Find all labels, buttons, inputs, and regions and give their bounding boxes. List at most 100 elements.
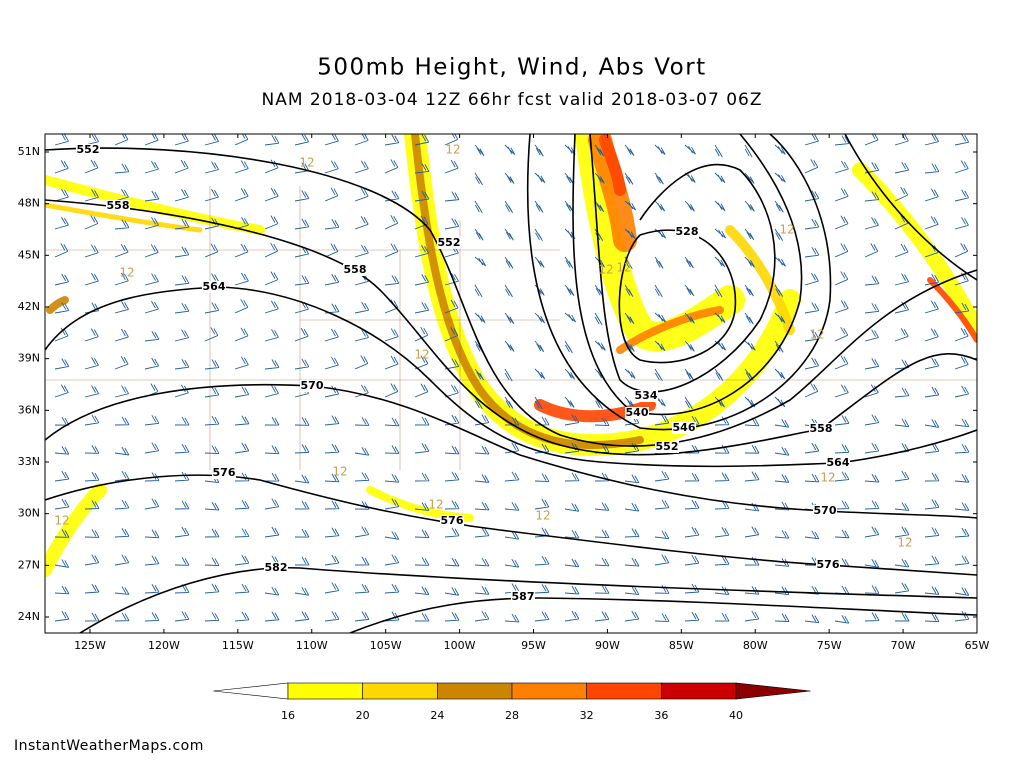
wind-barb (114, 219, 130, 230)
wind-barb (414, 273, 430, 286)
wind-barb (714, 284, 723, 298)
wind-barb (834, 188, 849, 202)
lat-label: 42N (18, 300, 40, 313)
contour-label: 587 (512, 590, 535, 603)
wind-barb (894, 470, 910, 482)
wind-barb (444, 414, 460, 426)
wind-barb (834, 326, 849, 342)
vorticity-label: 12 (535, 509, 550, 523)
wind-barb (894, 502, 910, 511)
wind-barb (954, 443, 970, 454)
wind-barb (264, 445, 280, 455)
wind-barb (234, 134, 249, 146)
wind-barb (954, 502, 970, 511)
wind-barb (654, 613, 670, 622)
wind-barb (744, 228, 755, 241)
wind-barb (744, 144, 753, 158)
vorticity-label: 12 (820, 471, 835, 485)
wind-barb (234, 188, 249, 202)
wind-barb (954, 160, 969, 174)
wind-barb (804, 190, 820, 202)
wind-barb (744, 256, 755, 268)
wind-barb (444, 159, 459, 174)
lon-label: 125W (74, 639, 106, 652)
wind-barb (294, 444, 310, 454)
wind-barb (534, 256, 545, 268)
wind-barb (684, 611, 700, 622)
wind-barb (264, 385, 279, 398)
wind-barb (654, 554, 670, 566)
wind-barb (354, 301, 370, 314)
wind-barb (84, 159, 99, 174)
vorticity-shading (575, 134, 745, 352)
wind-barb (954, 356, 969, 370)
wind-barb (744, 200, 755, 212)
wind-barb (354, 417, 370, 426)
wind-barb (84, 357, 99, 370)
wind-barb (54, 446, 70, 455)
wind-barb (864, 191, 880, 202)
contour-label-bg (675, 226, 699, 238)
wind-barb (834, 415, 850, 426)
wind-barb (954, 189, 970, 202)
wind-barb (54, 585, 70, 595)
wind-barb (714, 368, 724, 381)
wind-barb (264, 472, 280, 482)
wind-barb (324, 554, 340, 566)
wind-barb (414, 586, 430, 596)
wind-barb (444, 557, 460, 567)
wind-barb (354, 216, 369, 230)
wind-barb (624, 586, 640, 595)
wind-barb (294, 162, 310, 174)
wind-barb (684, 554, 700, 566)
wind-barb (204, 415, 220, 426)
wind-barb (624, 557, 640, 567)
wind-barb (654, 144, 666, 155)
wind-barb (804, 357, 820, 370)
vorticity-label: 12 (779, 223, 794, 237)
wind-barb (954, 327, 969, 342)
wind-barb (654, 284, 663, 298)
wind-barb (504, 558, 520, 568)
wind-barb (534, 228, 543, 242)
wind-barb (534, 473, 550, 483)
wind-barb (624, 144, 635, 156)
wind-barb (924, 163, 940, 174)
lon-label: 85W (669, 639, 694, 652)
wind-barb (474, 312, 486, 324)
wind-barb (174, 471, 190, 482)
wind-barb (84, 414, 100, 426)
wind-barb (294, 556, 310, 566)
wind-barb (324, 160, 339, 174)
wind-barb (774, 446, 790, 456)
wind-barb (774, 284, 784, 297)
lon-label: 80W (743, 639, 768, 652)
wind-barb (684, 368, 694, 381)
wind-barb (834, 135, 850, 146)
contour-label-bg (440, 515, 464, 527)
wind-barb (894, 418, 910, 428)
colorbar-label: 36 (654, 709, 668, 722)
wind-barb (924, 134, 939, 146)
wind-barb (354, 472, 370, 482)
wind-barb (474, 172, 483, 186)
wind-barb (414, 383, 429, 398)
lon-label: 120W (148, 639, 180, 652)
wind-barb (114, 243, 129, 258)
wind-barb (114, 586, 130, 595)
wind-barb (294, 586, 310, 596)
wind-barb (504, 502, 520, 511)
wind-barb (714, 144, 723, 158)
wind-barb (564, 312, 577, 323)
wind-barb (264, 359, 280, 370)
wind-barb (324, 328, 339, 342)
wind-barb (54, 216, 69, 230)
wind-barb (204, 445, 220, 455)
wind-barb (504, 284, 513, 298)
contour-label-bg (202, 281, 226, 293)
wind-barb (144, 160, 159, 174)
wind-barb (384, 328, 399, 342)
wind-barb (384, 473, 400, 483)
wind-barb (774, 312, 786, 324)
wind-barb (204, 501, 220, 511)
